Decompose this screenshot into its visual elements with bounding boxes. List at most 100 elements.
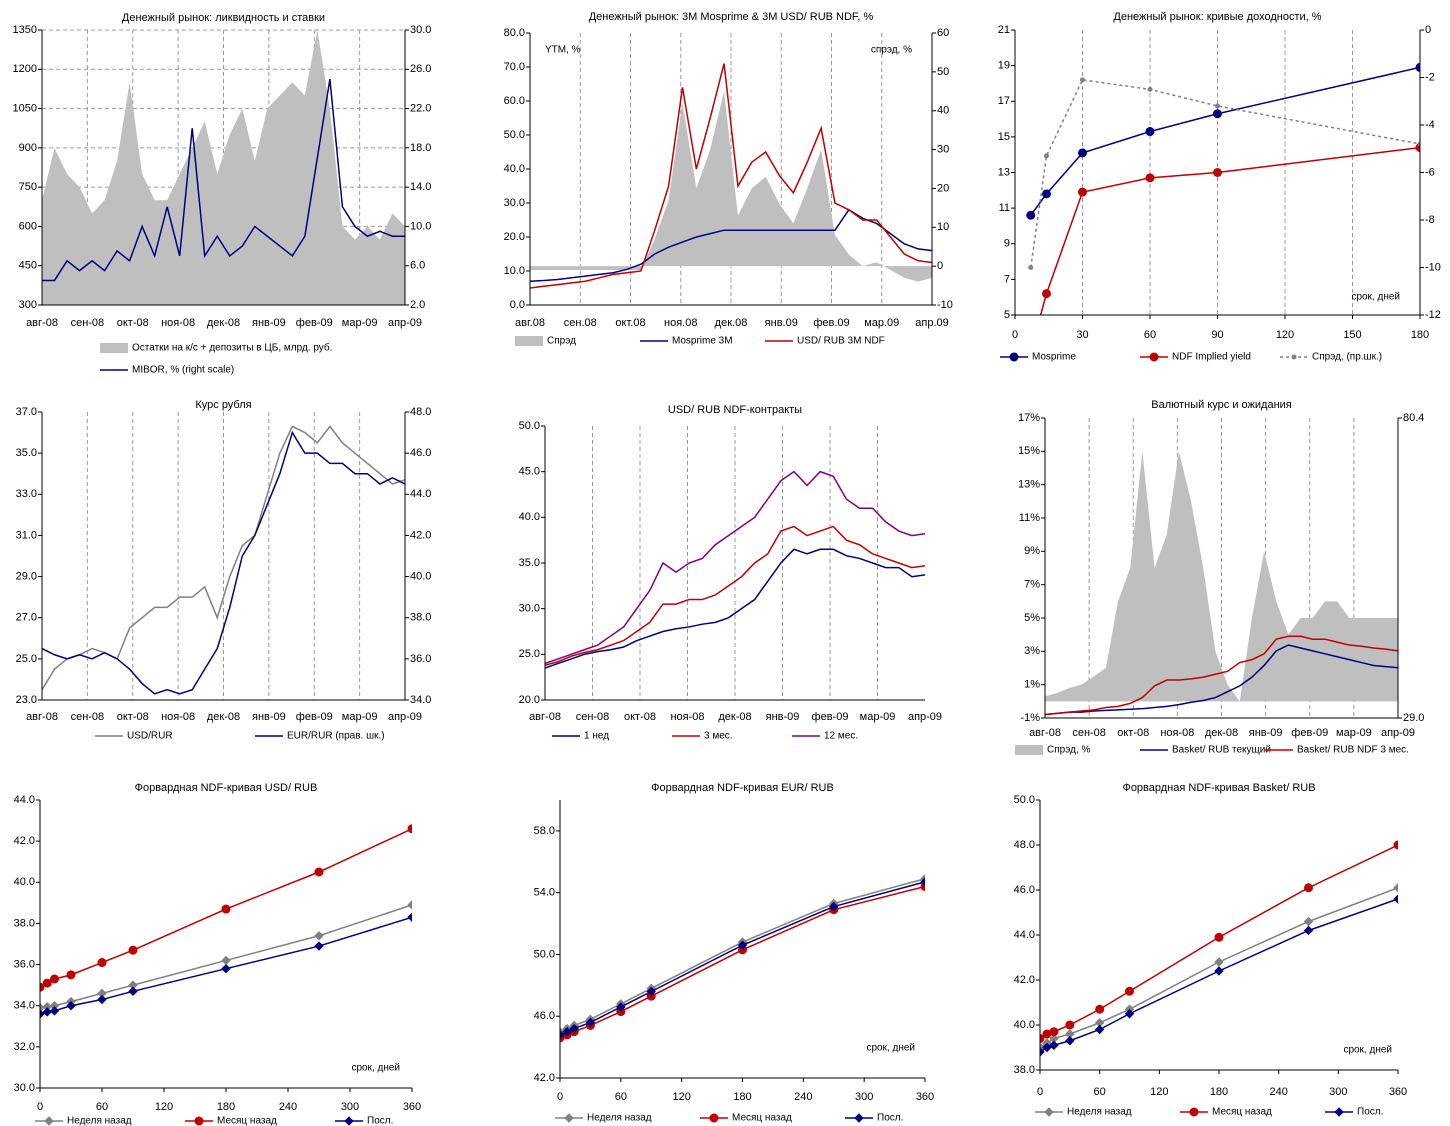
plot <box>1045 451 1398 716</box>
annotation: срок, дней <box>351 1063 400 1074</box>
marker <box>1065 1036 1075 1046</box>
x-tick-label: окт-08 <box>117 317 149 329</box>
marker <box>1215 103 1220 109</box>
marker <box>1214 966 1224 976</box>
x-tick-label: дек-08 <box>207 711 240 723</box>
plot <box>530 63 932 289</box>
x-tick-label: авг-08 <box>26 711 58 723</box>
marker <box>737 940 748 950</box>
y-tick-label: 29.0 <box>16 570 37 582</box>
y2-tick-label: 50 <box>937 66 949 78</box>
y-tick-label: 17 <box>998 95 1010 107</box>
legend-label: 1 нед <box>584 731 609 742</box>
plot <box>42 30 405 305</box>
marker <box>1094 1024 1105 1035</box>
marker <box>569 1023 579 1034</box>
marker <box>40 1003 45 1013</box>
x-tick-label: ноя.08 <box>664 317 697 329</box>
y-tick-label: 450 <box>19 260 37 272</box>
marker <box>40 982 45 992</box>
marker <box>1304 883 1313 893</box>
marker <box>1049 1027 1059 1037</box>
y-tick-label: 38.0 <box>1014 1064 1035 1076</box>
x-tick-label: 120 <box>155 1101 173 1113</box>
marker <box>221 963 231 974</box>
line <box>1030 79 1420 268</box>
marker <box>1214 957 1224 967</box>
x-tick-label: фев-09 <box>296 711 333 723</box>
y-tick-label: 19 <box>998 60 1010 72</box>
line <box>42 425 405 691</box>
y-tick-label: 50.0 <box>534 948 555 960</box>
y-tick-label: 1200 <box>13 63 37 75</box>
y-tick-label: 23.0 <box>16 694 37 706</box>
y-tick-label: -1% <box>1020 712 1040 724</box>
x-tick-label: 60 <box>96 1101 108 1113</box>
marker <box>97 994 107 1005</box>
y-tick-label: 58.0 <box>534 825 555 837</box>
chart-title: Денежный рынок: кривые доходности, % <box>1113 11 1321 23</box>
x-tick-label: ноя-08 <box>1160 727 1194 739</box>
y-tick-label: 5 <box>1004 309 1010 321</box>
line <box>545 470 925 665</box>
marker <box>407 900 412 910</box>
y2-tick-label: 36.0 <box>410 653 431 665</box>
y-tick-label: 15 <box>998 131 1010 143</box>
y-tick-label: 13% <box>1018 479 1040 491</box>
y-tick-label: 5% <box>1024 612 1040 624</box>
y2-tick-label: 14.0 <box>410 181 431 193</box>
x-tick-label: окт-08 <box>117 711 149 723</box>
y-tick-label: 15% <box>1018 445 1040 457</box>
x-tick-label: сен-08 <box>71 711 105 723</box>
legend-label: Mosprime <box>1032 352 1076 363</box>
marker <box>1040 1047 1045 1057</box>
x-tick-label: дек.08 <box>715 317 748 329</box>
x-tick-label: 0 <box>37 1101 43 1113</box>
y2-tick-label: 2.0 <box>410 299 425 311</box>
x-tick-label: сен.08 <box>564 317 597 329</box>
y-tick-label: 32.0 <box>14 1041 35 1053</box>
marker <box>1078 187 1087 197</box>
y-tick-label: 35.0 <box>519 557 540 569</box>
y-tick-label: 80.0 <box>504 27 525 39</box>
y-tick-label: 40.0 <box>519 511 540 523</box>
y2-tick-label: -10 <box>937 299 953 311</box>
y-tick-label: 50.0 <box>504 129 525 141</box>
line <box>560 878 925 1033</box>
y-tick-label: 70.0 <box>504 61 525 73</box>
marker <box>1393 894 1398 904</box>
y-tick-label: 46.0 <box>534 1010 555 1022</box>
legend-label: Basket/ RUB текущий <box>1172 745 1271 756</box>
line <box>1039 146 1420 315</box>
y2-tick-label: 30.0 <box>410 24 431 36</box>
line <box>560 881 925 1036</box>
y2-tick-label: -10 <box>1425 261 1441 273</box>
marker <box>1044 1107 1054 1117</box>
marker <box>44 1116 54 1126</box>
y-tick-label: 20.0 <box>504 231 525 243</box>
y-tick-label: 45.0 <box>519 466 540 478</box>
marker <box>1213 109 1222 119</box>
line <box>42 78 405 282</box>
y-tick-label: 48.0 <box>1014 839 1035 851</box>
x-tick-label: апр-09 <box>908 711 942 723</box>
y2-tick-label: -6 <box>1425 166 1435 178</box>
y2-tick-label: -12 <box>1425 309 1441 321</box>
marker <box>1213 168 1222 177</box>
area <box>42 30 405 305</box>
marker <box>49 974 59 984</box>
x-tick-label: ноя-08 <box>670 711 704 723</box>
marker <box>194 1116 204 1126</box>
x-tick-label: 360 <box>403 1101 421 1113</box>
line <box>1030 66 1420 216</box>
marker <box>42 978 52 988</box>
y-tick-label: 9 <box>1004 238 1010 250</box>
plot <box>1040 840 1398 1057</box>
y-tick-label: 7 <box>1004 273 1010 285</box>
chart-title: Денежный рынок: ликвидность и ставки <box>122 12 325 24</box>
y2-tick-label: 0 <box>937 260 943 272</box>
marker <box>1393 840 1398 850</box>
y-tick-label: 37.0 <box>16 406 37 418</box>
y-tick-label: 40.0 <box>504 163 525 175</box>
x-tick-label: апр-09 <box>388 711 422 723</box>
